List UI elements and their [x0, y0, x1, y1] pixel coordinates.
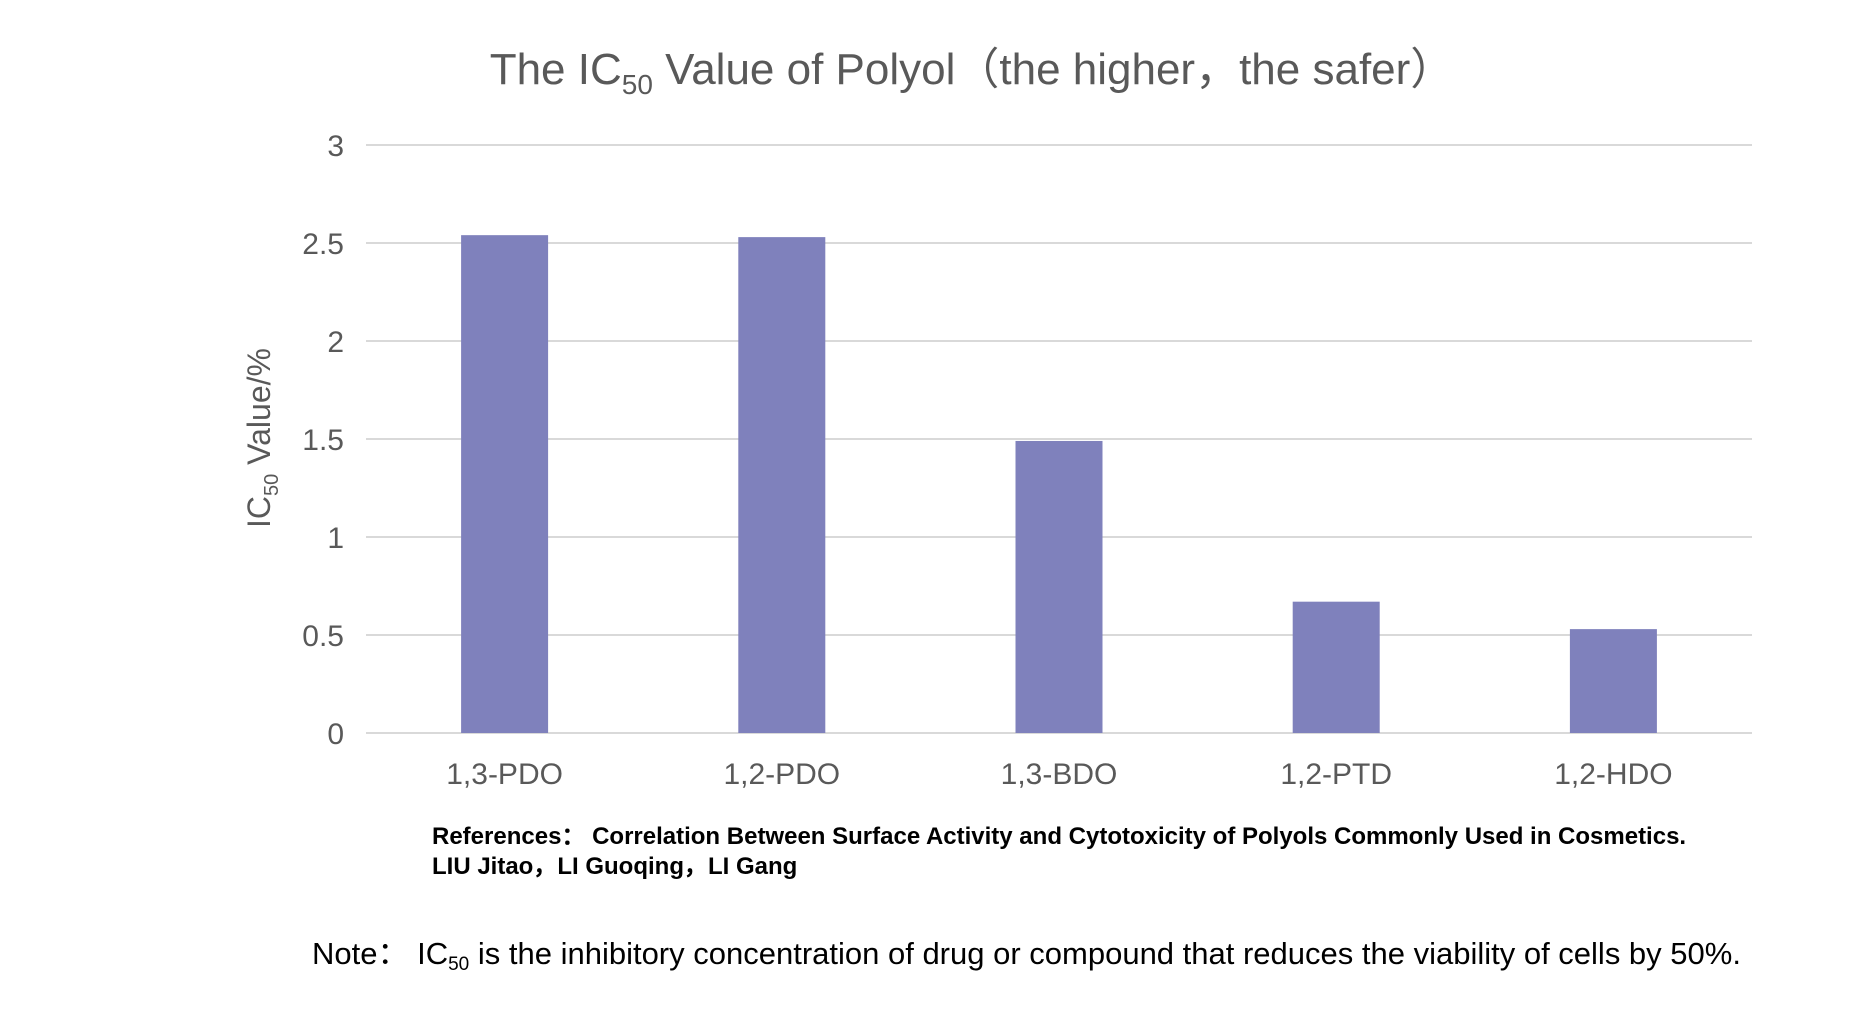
bar-1,2-HDO	[1569, 629, 1657, 733]
y-tick-label: 1	[327, 522, 344, 555]
bar-1,2-PTD	[1292, 601, 1380, 733]
x-axis-ticks: 1,3-PDO 1,2-PDO 1,3-BDO 1,2-PTD 1,2-HDO	[446, 758, 1672, 791]
note-prefix: Note： IC	[312, 936, 449, 971]
y-axis-ticks: 0 0.5 1 1.5 2 2.5 3	[302, 130, 344, 751]
x-tick-label: 1,2-PTD	[1280, 758, 1392, 791]
y-tick-label: 3	[327, 130, 344, 163]
x-tick-label: 1,3-PDO	[446, 758, 563, 791]
x-tick-label: 1,2-PDO	[723, 758, 840, 791]
references-line-2: LIU Jitao，LI Guoqing，LI Gang	[432, 853, 798, 880]
y-tick-label: 1.5	[302, 424, 344, 457]
chart-title-prefix: The IC	[490, 45, 622, 94]
note: Note： IC50 is the inhibitory concentrati…	[312, 928, 1741, 976]
y-tick-label: 2.5	[302, 228, 344, 261]
y-tick-label: 2	[327, 326, 344, 359]
chart-title-subscript: 50	[622, 69, 653, 100]
references-line-1: References： Correlation Between Surface …	[432, 823, 1687, 850]
references: References： Correlation Between Surface …	[432, 822, 1686, 882]
gridlines	[366, 144, 1752, 734]
x-tick-label: 1,3-BDO	[1001, 758, 1118, 791]
note-subscript: 50	[448, 954, 470, 975]
y-tick-label: 0.5	[302, 620, 344, 653]
note-suffix: is the inhibitory concentration of drug …	[469, 936, 1741, 971]
chart-title: The IC50 Value of Polyol（the higher，the …	[490, 45, 1455, 100]
bars	[461, 235, 1657, 733]
y-axis-label-prefix: IC	[241, 496, 277, 528]
y-axis-label: IC50 Value/%	[241, 348, 283, 528]
y-tick-label: 0	[327, 718, 344, 751]
y-axis-label-subscript: 50	[261, 474, 283, 496]
y-axis-label-suffix: Value/%	[241, 348, 277, 474]
x-tick-label: 1,2-HDO	[1554, 758, 1672, 791]
bar-1,3-BDO	[1015, 440, 1103, 733]
bar-1,3-PDO	[461, 235, 549, 733]
bar-1,2-PDO	[738, 237, 826, 733]
chart-title-suffix: Value of Polyol（the higher，the safer）	[653, 45, 1454, 94]
